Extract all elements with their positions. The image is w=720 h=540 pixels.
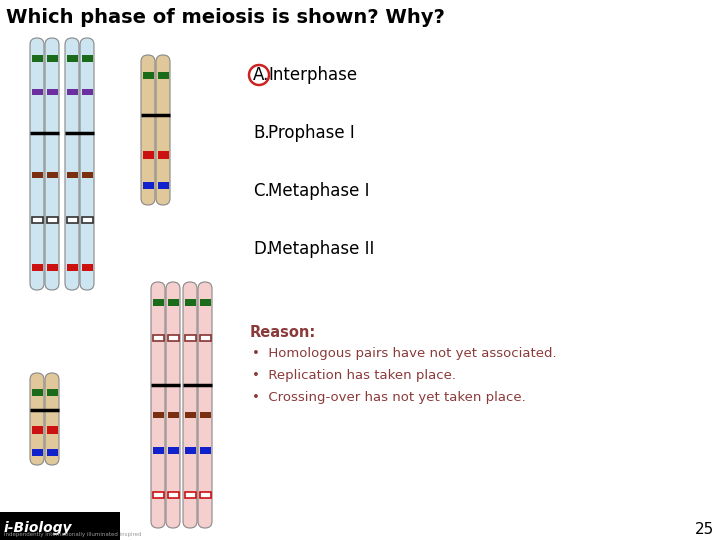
- Bar: [153, 492, 163, 498]
- Bar: [81, 89, 92, 95]
- Bar: [184, 412, 196, 418]
- Text: B.: B.: [253, 124, 269, 142]
- Bar: [47, 449, 58, 456]
- Text: Metaphase I: Metaphase I: [268, 182, 369, 200]
- Bar: [199, 335, 210, 341]
- Bar: [47, 172, 58, 178]
- Bar: [32, 55, 42, 62]
- FancyBboxPatch shape: [30, 38, 44, 290]
- Bar: [168, 335, 179, 341]
- Bar: [184, 447, 196, 454]
- Bar: [81, 55, 92, 62]
- FancyBboxPatch shape: [65, 38, 79, 290]
- Bar: [153, 299, 163, 306]
- Text: •  Homologous pairs have not yet associated.: • Homologous pairs have not yet associat…: [252, 347, 557, 360]
- Bar: [47, 264, 58, 271]
- Text: independently internationally illuminated inspired: independently internationally illuminate…: [4, 532, 142, 537]
- Bar: [32, 264, 42, 271]
- Bar: [143, 181, 153, 188]
- Bar: [153, 335, 163, 341]
- Text: Prophase I: Prophase I: [268, 124, 355, 142]
- Text: C.: C.: [253, 182, 270, 200]
- Bar: [199, 299, 210, 306]
- Text: i-Biology: i-Biology: [4, 521, 73, 535]
- Bar: [168, 299, 179, 306]
- Bar: [47, 388, 58, 395]
- Text: 25: 25: [695, 523, 714, 537]
- Bar: [66, 172, 78, 178]
- Bar: [32, 449, 42, 456]
- Bar: [143, 151, 153, 159]
- Bar: [81, 172, 92, 178]
- Text: Metaphase II: Metaphase II: [268, 240, 374, 258]
- FancyBboxPatch shape: [30, 373, 44, 465]
- Bar: [32, 217, 42, 223]
- Bar: [158, 151, 168, 159]
- Text: D.: D.: [253, 240, 271, 258]
- Bar: [47, 426, 58, 434]
- Bar: [81, 264, 92, 271]
- Bar: [184, 335, 196, 341]
- Bar: [184, 299, 196, 306]
- FancyBboxPatch shape: [141, 55, 155, 205]
- FancyBboxPatch shape: [198, 282, 212, 528]
- Bar: [168, 492, 179, 498]
- Bar: [32, 172, 42, 178]
- Bar: [81, 217, 92, 223]
- Bar: [47, 55, 58, 62]
- Bar: [32, 426, 42, 434]
- Bar: [199, 492, 210, 498]
- Bar: [47, 89, 58, 95]
- Bar: [153, 412, 163, 418]
- Bar: [199, 447, 210, 454]
- FancyBboxPatch shape: [183, 282, 197, 528]
- Bar: [153, 447, 163, 454]
- Bar: [32, 89, 42, 95]
- Bar: [168, 412, 179, 418]
- FancyBboxPatch shape: [45, 373, 59, 465]
- Bar: [47, 217, 58, 223]
- Bar: [66, 217, 78, 223]
- Text: Which phase of meiosis is shown? Why?: Which phase of meiosis is shown? Why?: [6, 8, 445, 27]
- Bar: [66, 55, 78, 62]
- Bar: [143, 71, 153, 78]
- FancyBboxPatch shape: [0, 512, 120, 540]
- Bar: [158, 71, 168, 78]
- FancyBboxPatch shape: [166, 282, 180, 528]
- Text: A.: A.: [253, 66, 269, 84]
- Bar: [66, 89, 78, 95]
- Bar: [66, 264, 78, 271]
- FancyBboxPatch shape: [80, 38, 94, 290]
- Bar: [168, 447, 179, 454]
- FancyBboxPatch shape: [156, 55, 170, 205]
- Text: •  Crossing-over has not yet taken place.: • Crossing-over has not yet taken place.: [252, 391, 526, 404]
- FancyBboxPatch shape: [45, 38, 59, 290]
- Bar: [32, 388, 42, 395]
- FancyBboxPatch shape: [151, 282, 165, 528]
- Bar: [199, 412, 210, 418]
- Text: Interphase: Interphase: [268, 66, 357, 84]
- Bar: [158, 181, 168, 188]
- Text: Reason:: Reason:: [250, 325, 316, 340]
- Text: •  Replication has taken place.: • Replication has taken place.: [252, 369, 456, 382]
- Bar: [184, 492, 196, 498]
